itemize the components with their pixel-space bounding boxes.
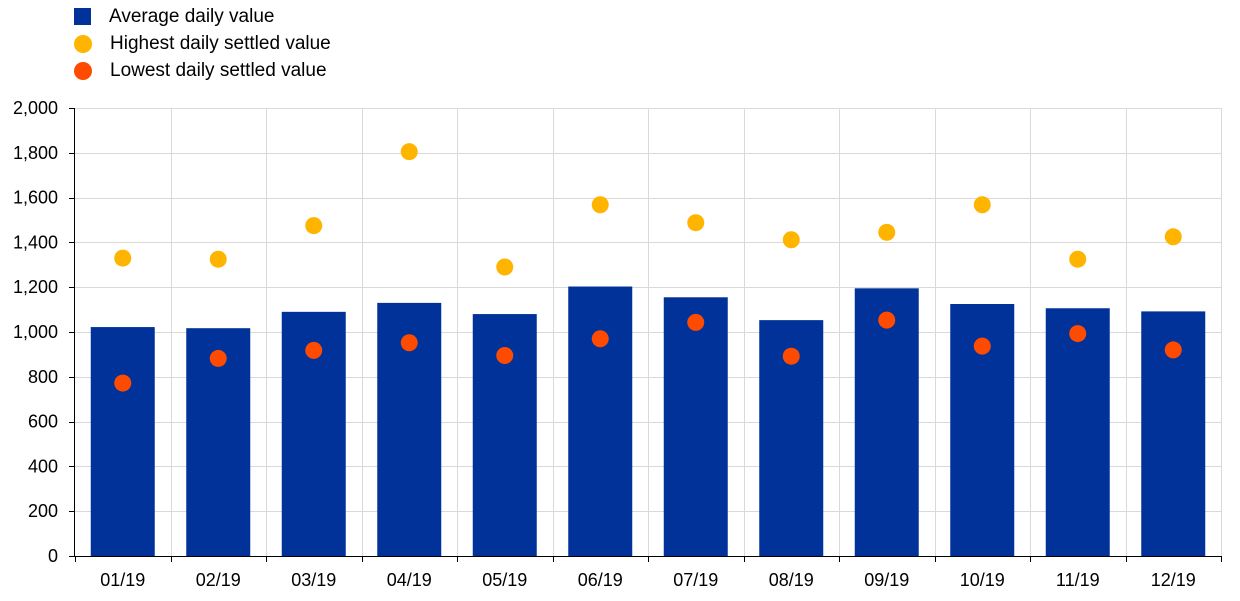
y-tick-label: 1,000 <box>13 322 58 342</box>
marker-lowest-daily-settled-value <box>114 374 132 392</box>
x-tick-label: 09/19 <box>864 570 909 590</box>
bar-average-daily-value <box>854 288 919 556</box>
x-tick-label: 03/19 <box>291 570 336 590</box>
y-tick-label: 600 <box>28 412 58 432</box>
y-tick-label: 1,400 <box>13 232 58 252</box>
marker-lowest-daily-settled-value <box>1069 325 1087 343</box>
legend-label-average: Average daily value <box>109 5 275 27</box>
marker-highest-daily-settled-value <box>114 249 132 267</box>
legend-circle-icon <box>74 61 92 80</box>
x-tick-label: 02/19 <box>196 570 241 590</box>
x-tick-label: 05/19 <box>482 570 527 590</box>
legend: Average daily value Highest daily settle… <box>74 3 331 84</box>
y-tick-label: 1,800 <box>13 143 58 163</box>
x-tick-label: 04/19 <box>387 570 432 590</box>
y-tick-label: 800 <box>28 367 58 387</box>
marker-highest-daily-settled-value <box>591 196 609 214</box>
y-tick-label: 400 <box>28 456 58 476</box>
marker-lowest-daily-settled-value <box>209 349 227 367</box>
x-tick-label: 12/19 <box>1151 570 1196 590</box>
x-tick-label: 08/19 <box>769 570 814 590</box>
marker-highest-daily-settled-value <box>878 223 896 241</box>
legend-item-lowest: Lowest daily settled value <box>74 57 331 84</box>
marker-highest-daily-settled-value <box>687 214 705 232</box>
x-tick-label: 07/19 <box>673 570 718 590</box>
x-tick-label: 10/19 <box>960 570 1005 590</box>
marker-highest-daily-settled-value <box>1069 250 1087 268</box>
marker-lowest-daily-settled-value <box>782 347 800 365</box>
marker-lowest-daily-settled-value <box>496 347 514 365</box>
legend-circle-icon <box>74 34 92 53</box>
marker-lowest-daily-settled-value <box>687 313 705 331</box>
bar-average-daily-value <box>663 297 728 556</box>
legend-item-average: Average daily value <box>74 3 331 30</box>
bar-average-daily-value <box>568 286 633 556</box>
marker-highest-daily-settled-value <box>782 231 800 249</box>
marker-highest-daily-settled-value <box>209 250 227 268</box>
legend-item-highest: Highest daily settled value <box>74 30 331 57</box>
bar-average-daily-value <box>90 327 155 556</box>
legend-square-icon <box>74 8 91 25</box>
legend-label-lowest: Lowest daily settled value <box>110 59 327 81</box>
marker-highest-daily-settled-value <box>400 143 418 161</box>
y-tick-label: 200 <box>28 501 58 521</box>
bar-average-daily-value <box>1045 308 1110 556</box>
marker-lowest-daily-settled-value <box>878 311 896 329</box>
x-tick-label: 06/19 <box>578 570 623 590</box>
marker-highest-daily-settled-value <box>973 196 991 214</box>
marker-lowest-daily-settled-value <box>591 330 609 348</box>
marker-lowest-daily-settled-value <box>973 337 991 355</box>
legend-label-highest: Highest daily settled value <box>110 32 331 54</box>
marker-highest-daily-settled-value <box>496 258 514 276</box>
marker-highest-daily-settled-value <box>305 217 323 235</box>
y-tick-label: 2,000 <box>13 98 58 118</box>
marker-lowest-daily-settled-value <box>1164 341 1182 359</box>
marker-highest-daily-settled-value <box>1164 228 1182 246</box>
y-tick-label: 1,600 <box>13 188 58 208</box>
marker-lowest-daily-settled-value <box>305 341 323 359</box>
y-tick-label: 0 <box>48 546 58 566</box>
y-tick-label: 1,200 <box>13 277 58 297</box>
x-tick-label: 11/19 <box>1056 570 1100 590</box>
marker-lowest-daily-settled-value <box>400 334 418 352</box>
x-tick-label: 01/19 <box>100 570 145 590</box>
